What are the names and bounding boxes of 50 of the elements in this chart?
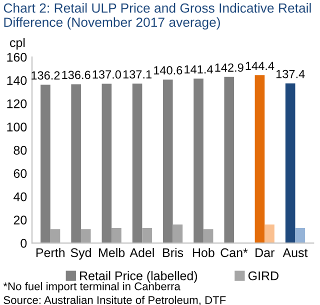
- chart-title: Chart 2: Retail ULP Price and Gross Indicative Retail Difference (November 2017 average): [4, 3, 311, 30]
- data-label: 137.4: [276, 70, 305, 78]
- bar: [172, 224, 183, 244]
- data-label: 140.6: [154, 66, 182, 74]
- legend-label: GIRD: [248, 271, 278, 280]
- data-label: 141.4: [184, 65, 213, 74]
- x-tick-label: Bris: [163, 248, 184, 258]
- y-tick-label: 160: [7, 52, 27, 62]
- bar: [224, 76, 234, 244]
- y-tick-label: 120: [7, 99, 27, 108]
- y-tick-label: 20: [14, 216, 27, 224]
- data-label: 144.4: [246, 62, 274, 70]
- bar: [80, 229, 91, 244]
- bar: [40, 84, 50, 244]
- bar: [285, 83, 296, 244]
- bar: [264, 224, 274, 244]
- text: *No fuel import terminal in Canberra: [3, 282, 180, 292]
- x-tick-label: Hob: [192, 248, 214, 258]
- bar: [50, 229, 60, 244]
- y-tick-label: 40: [14, 192, 27, 202]
- y-axis-title: cpl: [10, 38, 25, 50]
- bar: [112, 228, 122, 244]
- data-label: 137.0: [92, 70, 121, 79]
- x-tick-label: Aust: [282, 248, 308, 258]
- x-tick-label: Dar: [256, 248, 274, 258]
- y-tick-label: 60: [14, 169, 27, 178]
- x-tick-label: Melb: [99, 248, 125, 258]
- data-label: 136.2: [32, 71, 60, 80]
- bar: [142, 228, 152, 244]
- y-tick-label: 80: [14, 146, 27, 155]
- legend-label: Retail Price (labelled): [80, 271, 198, 283]
- bar: [132, 84, 142, 244]
- data-label: 136.6: [62, 70, 90, 80]
- y-tick-label: 140: [7, 76, 27, 85]
- bar: [163, 80, 173, 244]
- data-label: 142.9: [215, 63, 244, 72]
- bar: [203, 229, 214, 244]
- bar: [194, 78, 204, 244]
- data-label: 137.1: [123, 70, 152, 79]
- x-tick-label: Syd: [70, 248, 91, 260]
- x-tick-label: Adel: [130, 248, 154, 258]
- source-note: Source: Australian Insitute of Petroleum, DTF: [4, 296, 226, 305]
- x-tick-label: Can*: [220, 248, 248, 258]
- bar: [102, 84, 112, 244]
- y-tick-label: 100: [7, 122, 27, 132]
- bar: [295, 228, 306, 244]
- bar: [71, 84, 81, 244]
- bar: [254, 75, 265, 244]
- y-tick-label: 0: [20, 238, 27, 248]
- x-tick-label: Perth: [36, 248, 64, 258]
